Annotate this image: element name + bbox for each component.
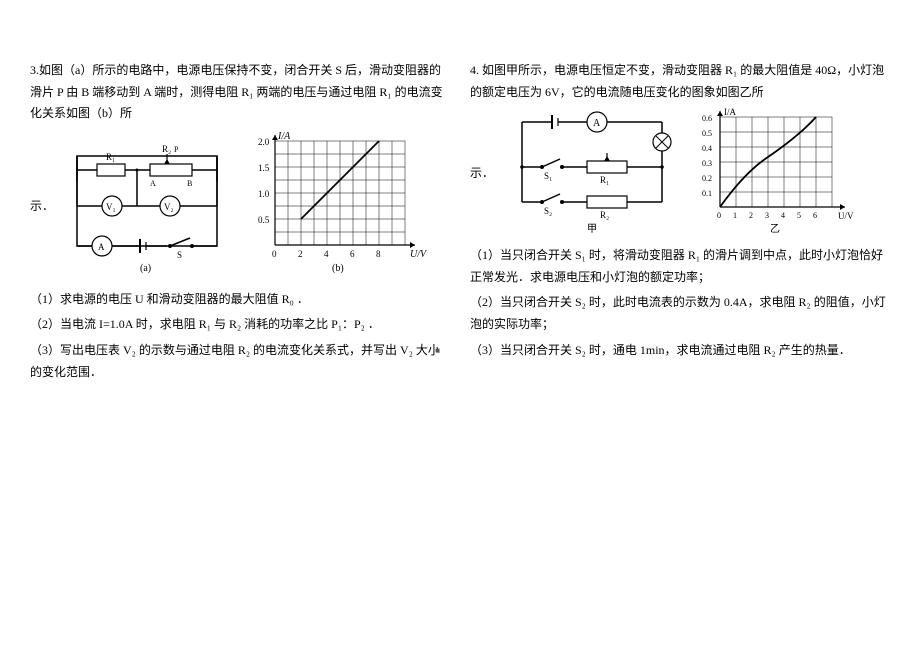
q3-intro: 3.如图（a）所示的电路中，电源电压保持不变，闭合开关 S 后，滑动变阻器的滑片… [30, 60, 450, 125]
q4-2: （2）当只闭合开关 S₂ 时，此时电流表的示数为 0.4A，求电阻 R₂ 的阻值… [470, 292, 890, 335]
svg-text:I/A: I/A [724, 107, 736, 117]
svg-text:0.5: 0.5 [258, 215, 270, 225]
svg-text:V₁: V₁ [106, 202, 116, 212]
svg-text:2: 2 [298, 249, 303, 259]
q3-3: （3）写出电压表 V₂ 的示数与通过电阻 R₂ 的电流变化关系式，并写出 V₂ … [30, 340, 450, 383]
q4-subquestions: （1）当只闭合开关 S₁ 时，将滑动变阻器 R₁ 的滑片调到中点，此时小灯泡恰好… [470, 245, 890, 361]
q4-figure-row: 示． A S₁ [470, 107, 890, 237]
svg-text:2.0: 2.0 [258, 137, 270, 147]
svg-text:I/A: I/A [277, 131, 291, 142]
svg-text:S: S [177, 250, 182, 260]
svg-text:0.1: 0.1 [702, 189, 712, 198]
svg-text:P: P [174, 145, 179, 154]
q4-intro: 4. 如图甲所示，电源电压恒定不变，滑动变阻器 R₁ 的最大阻值是 40Ω，小灯… [470, 60, 890, 103]
left-column: 3.如图（a）所示的电路中，电源电压保持不变，闭合开关 S 后，滑动变阻器的滑片… [30, 60, 450, 621]
svg-text:R₂: R₂ [162, 144, 171, 154]
svg-text:B: B [187, 179, 192, 188]
svg-text:0: 0 [272, 249, 277, 259]
q3-subquestions: （1）求电源的电压 U 和滑动变阻器的最大阻值 R₀ ． （2）当电流 I=1.… [30, 289, 450, 383]
svg-text:0: 0 [717, 211, 721, 220]
svg-text:0.2: 0.2 [702, 174, 712, 183]
svg-text:S₁: S₁ [544, 171, 552, 181]
svg-text:U/V: U/V [410, 249, 428, 260]
svg-text:6: 6 [350, 249, 355, 259]
svg-text:1: 1 [733, 211, 737, 220]
q3-2: （2）当电流 I=1.0A 时，求电阻 R₁ 与 R₂ 消耗的功率之比 P₁：P… [30, 314, 450, 336]
q4-3: （3）当只闭合开关 S₂ 时，通电 1min，求电流通过电阻 R₂ 产生的热量． [470, 340, 890, 362]
circuit-a: R₁ R₂ P A B V₁ V₂ [62, 136, 232, 276]
svg-text:V₂: V₂ [164, 202, 174, 212]
q4-marker: 示． [470, 164, 494, 181]
svg-text:R₂: R₂ [600, 210, 609, 220]
svg-text:A: A [98, 242, 105, 252]
svg-text:U/V: U/V [838, 211, 854, 221]
circuit-jia: A S₁ R₁ [502, 107, 682, 237]
svg-text:甲: 甲 [587, 224, 597, 235]
svg-text:0.3: 0.3 [702, 159, 712, 168]
q4-1: （1）当只闭合开关 S₁ 时，将滑动变阻器 R₁ 的滑片调到中点，此时小灯泡恰好… [470, 245, 890, 288]
svg-text:3: 3 [765, 211, 769, 220]
graph-b: I/A U/V 2.0 1.5 1.0 0.5 0 2 4 6 8 (b) [240, 131, 430, 281]
svg-text:A: A [593, 118, 601, 129]
svg-text:乙: 乙 [770, 223, 780, 235]
svg-text:1.5: 1.5 [258, 163, 270, 173]
svg-text:4: 4 [324, 249, 329, 259]
svg-text:6: 6 [813, 211, 817, 220]
svg-text:R₁: R₁ [600, 175, 609, 185]
svg-text:5: 5 [797, 211, 801, 220]
svg-text:R₁: R₁ [106, 152, 115, 162]
svg-text:2: 2 [749, 211, 753, 220]
svg-text:(b): (b) [332, 263, 344, 274]
q3-figure-row: 示． R₁ R₂ P A B V₁ [30, 131, 450, 281]
svg-text:S₂: S₂ [544, 206, 552, 216]
graph-yi: I/A U/V 0.6 0.5 0.4 0.3 0.2 0.1 0 1 2 3 … [690, 107, 860, 237]
svg-text:A: A [150, 179, 156, 188]
svg-text:4: 4 [781, 211, 785, 220]
mid-dot: ■ [435, 344, 440, 358]
svg-text:(a): (a) [140, 263, 151, 274]
q3-marker: 示． [30, 197, 54, 214]
right-column: 4. 如图甲所示，电源电压恒定不变，滑动变阻器 R₁ 的最大阻值是 40Ω，小灯… [470, 60, 890, 621]
svg-text:8: 8 [376, 249, 381, 259]
q3-1: （1）求电源的电压 U 和滑动变阻器的最大阻值 R₀ ． [30, 289, 450, 311]
svg-text:0.5: 0.5 [702, 129, 712, 138]
svg-text:0.6: 0.6 [702, 114, 712, 123]
svg-text:1.0: 1.0 [258, 189, 270, 199]
svg-text:0.4: 0.4 [702, 144, 712, 153]
